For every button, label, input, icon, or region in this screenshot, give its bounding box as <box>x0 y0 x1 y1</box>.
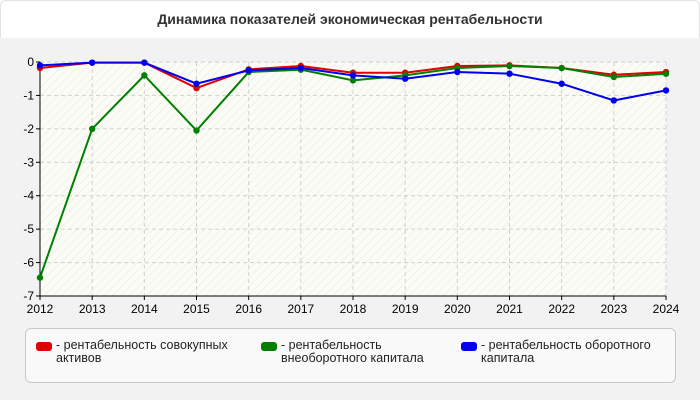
data-point-s3[interactable] <box>193 80 200 87</box>
data-point-s2[interactable] <box>141 72 148 79</box>
series-group <box>36 59 670 281</box>
legend-swatch-red <box>36 342 52 351</box>
data-point-s2[interactable] <box>662 70 670 77</box>
x-tick-label: 2017 <box>287 302 314 316</box>
data-point-s2[interactable] <box>349 77 357 84</box>
y-tick-label: 0 <box>27 55 34 69</box>
data-point-s3[interactable] <box>297 64 305 72</box>
legend-label: - рентабельность внеоборотного капитала <box>281 338 424 365</box>
y-tick-label: -3 <box>23 155 34 169</box>
x-tick-label: 2021 <box>496 302 523 316</box>
y-axis-ticks: 0 -1 -2 -3 -4 -5 -6 -7 <box>23 55 34 303</box>
x-tick-label: 2016 <box>235 302 262 316</box>
data-point-s3[interactable] <box>36 62 44 69</box>
legend-swatch-blue <box>461 342 477 351</box>
chart-title: Динамика показателей экономическая рента… <box>157 11 543 27</box>
legend-label: - рентабельность оборотного капитала <box>481 338 651 365</box>
data-point-s3[interactable] <box>662 87 670 94</box>
data-point-s3[interactable] <box>610 97 618 104</box>
data-point-s3[interactable] <box>349 72 357 79</box>
legend-item-working-capital[interactable]: - рентабельность оборотного капитала <box>461 339 671 365</box>
data-point-s2[interactable] <box>506 62 513 70</box>
x-tick-label: 2020 <box>444 302 471 316</box>
x-axis-ticks: 2012 2013 2014 2015 2016 2017 2018 2019 2020 2021… <box>27 302 680 316</box>
x-tick-label: 2024 <box>653 302 680 316</box>
x-tick-label: 2015 <box>183 302 210 316</box>
x-tick-label: 2014 <box>131 302 158 316</box>
data-point-s2[interactable] <box>610 73 618 81</box>
data-point-s2[interactable] <box>558 64 565 72</box>
legend-swatch-green <box>261 342 277 351</box>
data-point-s3[interactable] <box>88 59 96 66</box>
y-tick-label: -2 <box>23 122 34 136</box>
y-tick-label: -7 <box>23 289 34 303</box>
data-point-s3[interactable] <box>454 68 461 76</box>
data-point-s3[interactable] <box>558 80 565 87</box>
legend-item-assets[interactable]: - рентабельность совокупных активов <box>36 339 246 365</box>
data-point-s3[interactable] <box>401 75 409 82</box>
x-tick-label: 2022 <box>548 302 575 316</box>
data-point-s3[interactable] <box>245 67 252 74</box>
x-tick-label: 2012 <box>27 302 54 316</box>
y-tick-label: -1 <box>23 88 34 102</box>
data-point-s3[interactable] <box>141 59 148 66</box>
x-tick-label: 2018 <box>340 302 367 316</box>
x-tick-label: 2013 <box>79 302 106 316</box>
data-point-s2[interactable] <box>36 274 44 281</box>
legend-label: - рентабельность совокупных активов <box>56 338 228 365</box>
y-tick-label: -5 <box>23 222 34 236</box>
axes <box>36 61 667 300</box>
data-point-s2[interactable] <box>193 127 200 134</box>
data-point-s2[interactable] <box>88 125 96 133</box>
legend-item-fixed-capital[interactable]: - рентабельность внеоборотного капитала <box>261 339 461 365</box>
y-tick-label: -6 <box>23 256 34 270</box>
legend: - рентабельность совокупных активов - ре… <box>25 328 676 383</box>
x-tick-label: 2019 <box>392 302 419 316</box>
y-tick-label: -4 <box>23 189 34 203</box>
data-point-s3[interactable] <box>506 70 513 77</box>
x-tick-label: 2023 <box>600 302 627 316</box>
